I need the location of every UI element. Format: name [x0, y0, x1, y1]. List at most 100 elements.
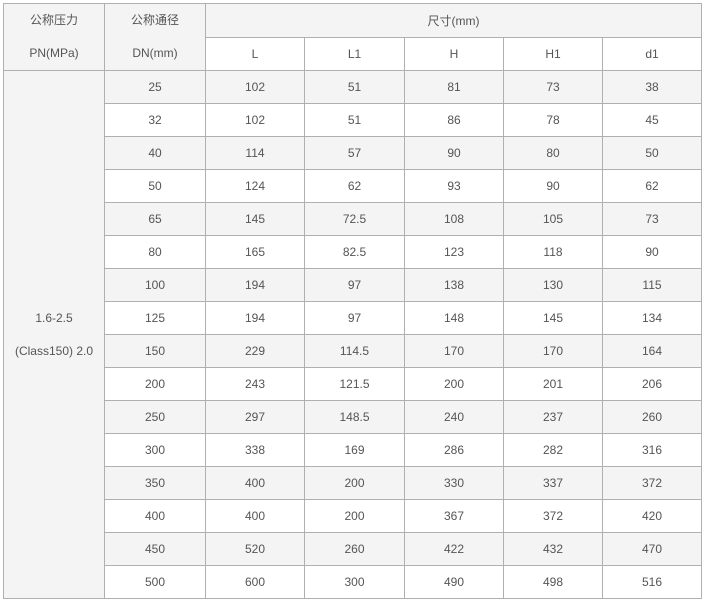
header-d1: d1: [602, 36, 702, 71]
table-cell: 80: [104, 235, 206, 269]
table-cell: 229: [205, 334, 305, 368]
table-row: 80 165 82.5 123 118 90: [3, 235, 702, 269]
table-cell: 243: [205, 367, 305, 401]
table-cell: 81: [404, 70, 504, 104]
table-cell: 498: [503, 565, 603, 599]
table-cell: 57: [304, 136, 405, 170]
table-row: 350 400 200 330 337 372: [3, 466, 702, 500]
table-cell: 260: [304, 532, 405, 566]
table-cell: 250: [104, 400, 206, 434]
table-cell: 297: [205, 400, 305, 434]
table-cell: 400: [205, 499, 305, 533]
table-cell: 97: [304, 301, 405, 335]
table-cell: 470: [602, 532, 702, 566]
header-pn: 公称压力 PN(MPa): [3, 3, 105, 71]
table-cell: 420: [602, 499, 702, 533]
table-cell: 400: [205, 466, 305, 500]
table-cell: 367: [404, 499, 504, 533]
table-cell: 114: [205, 136, 305, 170]
table-cell: 100: [104, 268, 206, 302]
table-row: 250 297 148.5 240 237 260: [3, 400, 702, 434]
table-cell: 108: [404, 202, 504, 236]
table-cell: 300: [104, 433, 206, 467]
table-cell: 32: [104, 103, 206, 137]
header-dn: 公称通径 DN(mm): [104, 3, 206, 71]
table-cell: 86: [404, 103, 504, 137]
table-cell: 125: [104, 301, 206, 335]
header-l: L: [205, 36, 305, 71]
table-cell: 240: [404, 400, 504, 434]
dimension-table: 公称压力 PN(MPa) 公称通径 DN(mm) 尺寸(mm) L L1 H H1 …: [3, 3, 702, 599]
table-cell: 145: [205, 202, 305, 236]
header-dimensions: 尺寸(mm): [205, 3, 702, 38]
table-cell: 62: [304, 169, 405, 203]
table-cell: 93: [404, 169, 504, 203]
table-cell: 82.5: [304, 235, 405, 269]
table-cell: 150: [104, 334, 206, 368]
table-cell: 148: [404, 301, 504, 335]
header-h1: H1: [503, 36, 603, 71]
table-cell: 338: [205, 433, 305, 467]
table-cell: 90: [503, 169, 603, 203]
table-cell: 73: [602, 202, 702, 236]
table-cell: 490: [404, 565, 504, 599]
table-cell: 450: [104, 532, 206, 566]
table-cell: 115: [602, 268, 702, 302]
table-row: 65 145 72.5 108 105 73: [3, 202, 702, 236]
table-row: 32 102 51 86 78 45: [3, 103, 702, 137]
table-cell: 148.5: [304, 400, 405, 434]
pn-value-cell: 1.6-2.5 (Class150) 2.0: [3, 70, 105, 599]
table-cell: 200: [304, 466, 405, 500]
table-cell: 118: [503, 235, 603, 269]
table-row: 125 194 97 148 145 134: [3, 301, 702, 335]
table-row: 200 243 121.5 200 201 206: [3, 367, 702, 401]
table-cell: 38: [602, 70, 702, 104]
table-cell: 145: [503, 301, 603, 335]
table-cell: 114.5: [304, 334, 405, 368]
header-l1: L1: [304, 36, 405, 71]
table-cell: 170: [404, 334, 504, 368]
table-cell: 65: [104, 202, 206, 236]
table-row: 100 194 97 138 130 115: [3, 268, 702, 302]
table-cell: 62: [602, 169, 702, 203]
table-cell: 194: [205, 301, 305, 335]
table-cell: 50: [602, 136, 702, 170]
table-cell: 200: [104, 367, 206, 401]
table-cell: 330: [404, 466, 504, 500]
table-row: 50 124 62 93 90 62: [3, 169, 702, 203]
table-cell: 51: [304, 70, 405, 104]
table-cell: 134: [602, 301, 702, 335]
table-cell: 337: [503, 466, 603, 500]
table-cell: 169: [304, 433, 405, 467]
table-cell: 516: [602, 565, 702, 599]
table-cell: 237: [503, 400, 603, 434]
table-row: 40 114 57 90 80 50: [3, 136, 702, 170]
table-cell: 520: [205, 532, 305, 566]
table-cell: 25: [104, 70, 206, 104]
table-cell: 500: [104, 565, 206, 599]
table-row: 500 600 300 490 498 516: [3, 565, 702, 599]
table-cell: 260: [602, 400, 702, 434]
table-cell: 90: [602, 235, 702, 269]
table-cell: 372: [602, 466, 702, 500]
table-cell: 138: [404, 268, 504, 302]
table-row: 450 520 260 422 432 470: [3, 532, 702, 566]
table-cell: 40: [104, 136, 206, 170]
table-cell: 432: [503, 532, 603, 566]
table-cell: 200: [304, 499, 405, 533]
table-cell: 45: [602, 103, 702, 137]
table-cell: 372: [503, 499, 603, 533]
table-cell: 194: [205, 268, 305, 302]
table-cell: 316: [602, 433, 702, 467]
table-cell: 130: [503, 268, 603, 302]
table-cell: 102: [205, 103, 305, 137]
table-cell: 50: [104, 169, 206, 203]
table-cell: 165: [205, 235, 305, 269]
table-cell: 102: [205, 70, 305, 104]
table-cell: 90: [404, 136, 504, 170]
table-cell: 164: [602, 334, 702, 368]
table-cell: 51: [304, 103, 405, 137]
table-cell: 78: [503, 103, 603, 137]
table-row: 150 229 114.5 170 170 164: [3, 334, 702, 368]
table-cell: 201: [503, 367, 603, 401]
